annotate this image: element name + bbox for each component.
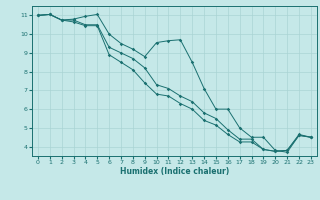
X-axis label: Humidex (Indice chaleur): Humidex (Indice chaleur)	[120, 167, 229, 176]
